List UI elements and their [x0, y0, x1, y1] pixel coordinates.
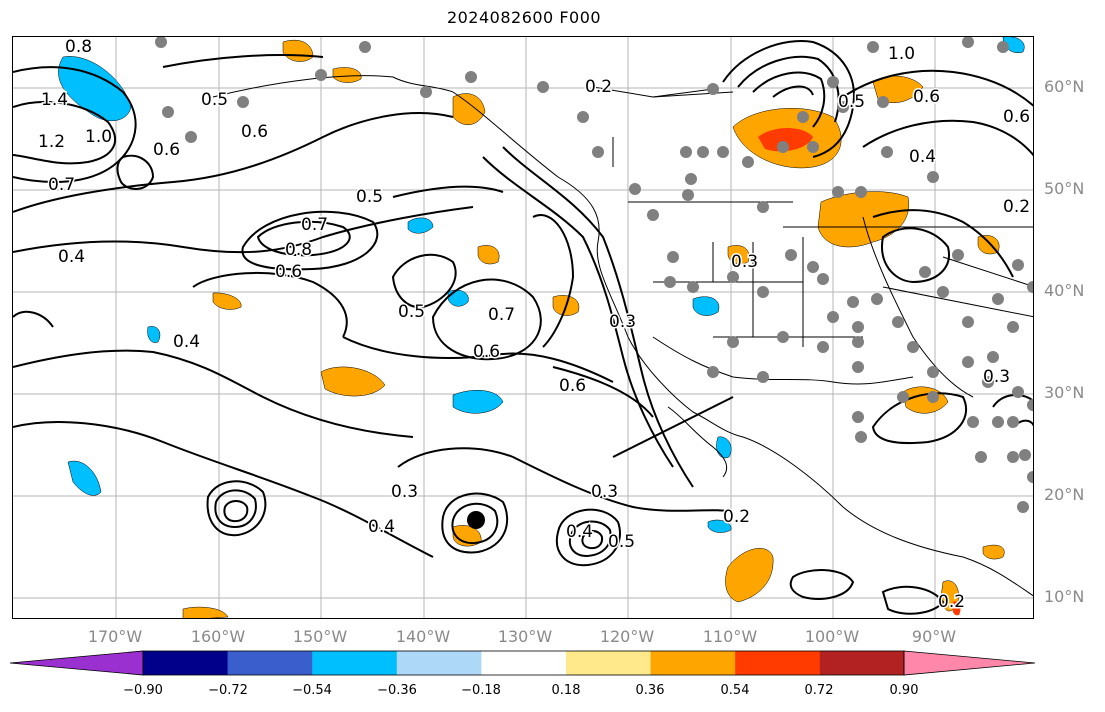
contour-label: 0.6 [473, 342, 500, 362]
contour-label: 0.3 [591, 482, 618, 502]
strong-positive-shading [758, 128, 961, 616]
contour-label: 0.4 [58, 247, 85, 267]
colorbar-tick-label: −0.36 [377, 683, 417, 698]
lon-label: 90°W [911, 627, 957, 646]
lat-label: 50°N [1044, 179, 1085, 198]
colorbar-segment [227, 651, 313, 675]
colorbar-segment [566, 651, 652, 675]
contour-label: 0.5 [201, 90, 228, 110]
colorbar-tick-label: 0.90 [889, 683, 919, 698]
contour-label: 0.2 [938, 592, 965, 612]
contour-label: 0.3 [609, 312, 636, 332]
lon-label: 100°W [804, 627, 860, 646]
lat-label: 60°N [1044, 77, 1085, 96]
colorbar-tick-label: 0.36 [635, 683, 665, 698]
contour-label: 0.7 [48, 175, 75, 195]
colorbar-segment [396, 651, 482, 675]
contour-label: 0.5 [398, 302, 425, 322]
lon-label: 150°W [292, 627, 348, 646]
contour-label: 0.4 [173, 332, 200, 352]
contour-label: 0.2 [1003, 197, 1030, 217]
contour-label: 0.2 [723, 507, 750, 527]
contour-label: 0.7 [301, 215, 328, 235]
contour-label: 0.4 [909, 147, 936, 167]
colorbar [10, 650, 1036, 676]
lon-label: 120°W [599, 627, 655, 646]
lat-label: 30°N [1044, 383, 1085, 402]
contour-label: 1.0 [888, 44, 915, 64]
colorbar-extend-low [10, 651, 143, 675]
contour-label: 0.6 [241, 122, 268, 142]
lon-label: 140°W [395, 627, 451, 646]
storm-center-marker [467, 511, 485, 529]
lon-label: 160°W [190, 627, 246, 646]
colorbar-tick-label: 0.54 [720, 683, 750, 698]
colorbar-tick-label: −0.90 [123, 683, 163, 698]
contour-label: 0.7 [488, 305, 515, 325]
contour-label: 0.4 [566, 522, 593, 542]
contour-label: 0.6 [275, 262, 302, 282]
contour-label: 0.5 [838, 92, 865, 112]
colorbar-outline [903, 650, 1036, 676]
contour-label: 0.6 [1003, 107, 1030, 127]
colorbar-segment [481, 651, 567, 675]
contour-label: 0.5 [356, 187, 383, 207]
contour-label: 1.2 [38, 132, 65, 152]
positive-anomaly-shading [182, 39, 1005, 618]
contour-label: 0.6 [913, 87, 940, 107]
coastlines-and-borders [212, 75, 1033, 597]
station-dots [155, 37, 1033, 513]
lat-label: 40°N [1044, 281, 1085, 300]
contour-label: 0.4 [368, 517, 395, 537]
colorbar-segment [312, 651, 398, 675]
contour-lines [13, 40, 1033, 615]
colorbar-tick-label: 0.18 [551, 683, 581, 698]
contour-label: 0.3 [983, 367, 1010, 387]
contour-label: 0.6 [153, 140, 180, 160]
lon-label: 130°W [497, 627, 553, 646]
colorbar-segment [735, 651, 821, 675]
lat-label: 10°N [1044, 587, 1085, 606]
lon-label: 110°W [702, 627, 758, 646]
contour-label: 0.5 [608, 532, 635, 552]
map-panel: 0.8 1.4 1.2 1.0 0.6 0.7 0.4 0.5 0.6 0.5 … [12, 36, 1034, 619]
colorbar-tick-label: −0.18 [461, 683, 501, 698]
contour-label: 1.0 [85, 127, 112, 147]
contour-label: 0.3 [391, 482, 418, 502]
map-plot: 0.8 1.4 1.2 1.0 0.6 0.7 0.4 0.5 0.6 0.5 … [13, 37, 1033, 618]
negative-anomaly-shading [58, 37, 1025, 533]
colorbar-segment [143, 651, 229, 675]
lon-label: 170°W [87, 627, 143, 646]
colorbar-extend-high [904, 651, 1035, 675]
map-title: 2024082600 F000 [446, 8, 602, 27]
colorbar-tick-label: −0.72 [208, 683, 248, 698]
contour-label: 0.8 [65, 37, 92, 57]
colorbar-tick-label: −0.54 [292, 683, 332, 698]
contour-label: 0.8 [285, 240, 312, 260]
contour-label: 1.4 [41, 90, 68, 110]
colorbar-tick-label: 0.72 [804, 683, 834, 698]
lat-label: 20°N [1044, 485, 1085, 504]
contour-label: 0.6 [559, 376, 586, 396]
contour-label: 0.3 [731, 252, 758, 272]
colorbar-segment [819, 651, 905, 675]
contour-label: 0.2 [585, 77, 612, 97]
contour-label-group: 0.8 1.4 1.2 1.0 0.6 0.7 0.4 0.5 0.6 0.5 … [37, 37, 1032, 614]
colorbar-segment [650, 651, 736, 675]
lat-lon-grid [13, 37, 1033, 618]
